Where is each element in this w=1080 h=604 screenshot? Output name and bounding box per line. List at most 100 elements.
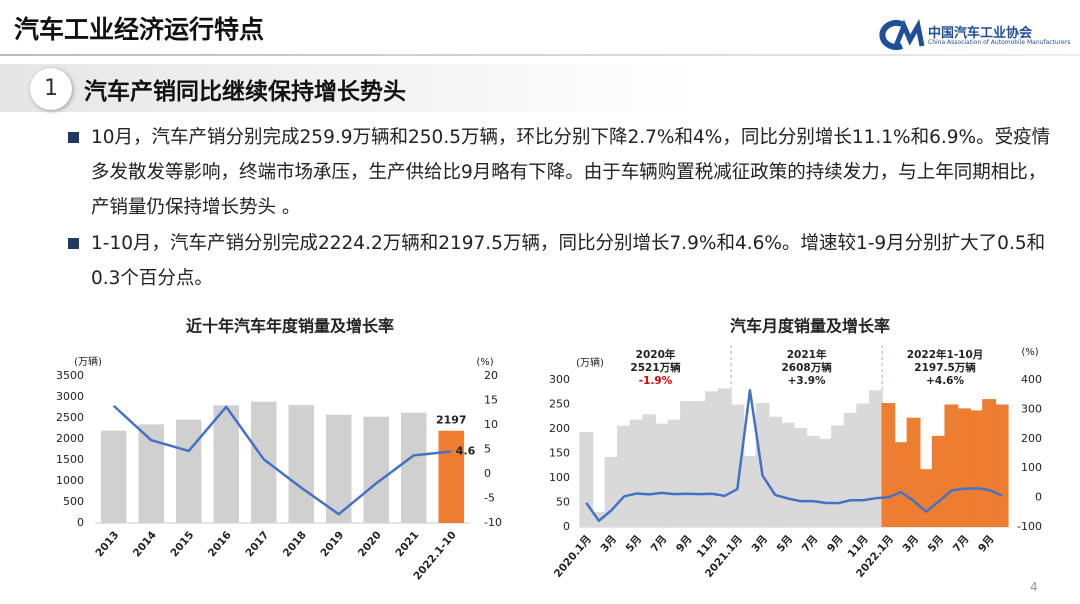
- y-tick-label: 500: [63, 495, 84, 508]
- y2-tick-label: 20: [484, 369, 498, 382]
- x-tick-label: 7月: [649, 533, 670, 554]
- x-tick-label: 9月: [674, 533, 695, 554]
- y2-tick-label: 200: [1021, 432, 1042, 445]
- y2-axis-label: (%): [1021, 347, 1038, 358]
- y2-tick-label: 5: [484, 443, 491, 456]
- y2-tick-label: -10: [484, 516, 502, 529]
- y-axis-label: (万辆): [576, 356, 604, 369]
- data-label: 2197: [436, 414, 467, 427]
- bar: [692, 401, 707, 527]
- line: [585, 389, 1003, 523]
- bar: [438, 430, 464, 523]
- bar: [654, 423, 669, 527]
- annotation: 2021年: [787, 348, 827, 361]
- y2-tick-label: 100: [1021, 461, 1042, 474]
- annotation: 2608万辆: [781, 361, 832, 374]
- y-tick-label: 1500: [56, 453, 84, 466]
- annotation: 2020年: [636, 348, 676, 361]
- x-tick-label: 2020.1月: [552, 533, 594, 580]
- bar: [906, 417, 921, 527]
- y2-tick-label: 10: [484, 418, 498, 431]
- y-tick-label: 3500: [56, 369, 84, 382]
- bar: [856, 403, 871, 527]
- y-tick-label: 1000: [56, 474, 84, 487]
- section-bar: [0, 64, 700, 112]
- annotation-change: -1.9%: [639, 375, 673, 387]
- bar: [818, 438, 833, 527]
- bar: [755, 403, 770, 527]
- x-tick-label: 2013: [93, 529, 121, 559]
- annotation: 2521万辆: [630, 361, 681, 374]
- y-tick-label: 200: [549, 422, 570, 435]
- x-tick-label: 7月: [800, 533, 821, 554]
- section-number: 1: [30, 68, 72, 110]
- y-tick-label: 100: [549, 471, 570, 484]
- bar: [780, 422, 795, 527]
- bar: [617, 425, 631, 527]
- bar: [944, 404, 959, 527]
- y-tick-label: 3000: [56, 390, 84, 403]
- bar: [667, 419, 682, 527]
- bar: [881, 403, 896, 527]
- x-tick-label: 2017: [243, 529, 271, 559]
- chart-title: 近十年汽车年度销量及增长率: [186, 317, 394, 336]
- bar: [101, 430, 127, 523]
- bar: [805, 435, 820, 527]
- bar: [894, 442, 908, 527]
- bullet-text: 10月，汽车产销分别完成259.9万辆和250.5万辆，环比分别下降2.7%和4…: [91, 127, 1051, 218]
- x-tick-label: 2015: [168, 529, 196, 559]
- x-tick-label: 5月: [775, 533, 796, 554]
- bullet-text: 1-10月，汽车产销分别完成2224.2万辆和2197.5万辆，同比分别增长7.…: [91, 233, 1046, 289]
- bar: [768, 416, 783, 527]
- line: [112, 404, 452, 516]
- y2-tick-label: 0: [484, 467, 491, 480]
- x-tick-label: 2016: [206, 529, 234, 559]
- x-tick-label: 2020: [356, 529, 384, 559]
- header-rule: [0, 54, 1080, 56]
- bar: [994, 404, 1009, 527]
- y2-tick-label: -5: [484, 492, 495, 505]
- data-label: 4.6: [456, 444, 476, 457]
- chart-title: 汽车月度销量及增长率: [730, 317, 890, 336]
- x-tick-label: 2014: [131, 529, 159, 559]
- bar: [705, 391, 720, 527]
- y-tick-label: 300: [549, 373, 570, 386]
- y-tick-label: 2500: [56, 411, 84, 424]
- y2-tick-label: 15: [484, 394, 498, 407]
- y2-tick-label: -100: [1017, 520, 1042, 533]
- bar: [730, 404, 745, 527]
- bar: [251, 401, 277, 523]
- bar: [401, 412, 427, 523]
- bar: [629, 419, 644, 527]
- bar: [868, 390, 883, 527]
- y-tick-label: 2000: [56, 432, 84, 445]
- charts: 近十年汽车年度销量及增长率(万辆) (%)05001000150020002500…: [56, 317, 1042, 583]
- y-axis-label: (万辆): [74, 355, 102, 368]
- x-tick-label: 9月: [976, 533, 997, 554]
- y-tick-label: 0: [563, 520, 570, 533]
- page-number: 4: [1030, 580, 1038, 594]
- bar: [793, 428, 808, 527]
- bar: [969, 410, 984, 527]
- y2-tick-label: 300: [1021, 402, 1042, 415]
- bar: [363, 416, 389, 523]
- logo-icon: [879, 18, 925, 50]
- x-tick-label: 9月: [825, 533, 846, 554]
- y2-tick-label: 400: [1021, 373, 1042, 386]
- annotation: 2022年1-10月: [907, 348, 984, 361]
- y2-axis-label: (%): [476, 357, 493, 368]
- bar: [743, 455, 757, 527]
- bar: [982, 399, 997, 527]
- bar: [919, 469, 934, 527]
- bar: [642, 414, 657, 527]
- bar: [604, 456, 619, 527]
- bar: [288, 405, 314, 523]
- y-tick-label: 50: [556, 496, 570, 509]
- x-tick-label: 3月: [598, 533, 619, 554]
- y-tick-label: 0: [77, 516, 84, 529]
- y2-tick-label: 0: [1035, 491, 1042, 504]
- x-tick-label: 5月: [624, 533, 645, 554]
- x-tick-label: 5月: [926, 533, 947, 554]
- x-tick-label: 3月: [749, 533, 770, 554]
- bar: [717, 388, 732, 527]
